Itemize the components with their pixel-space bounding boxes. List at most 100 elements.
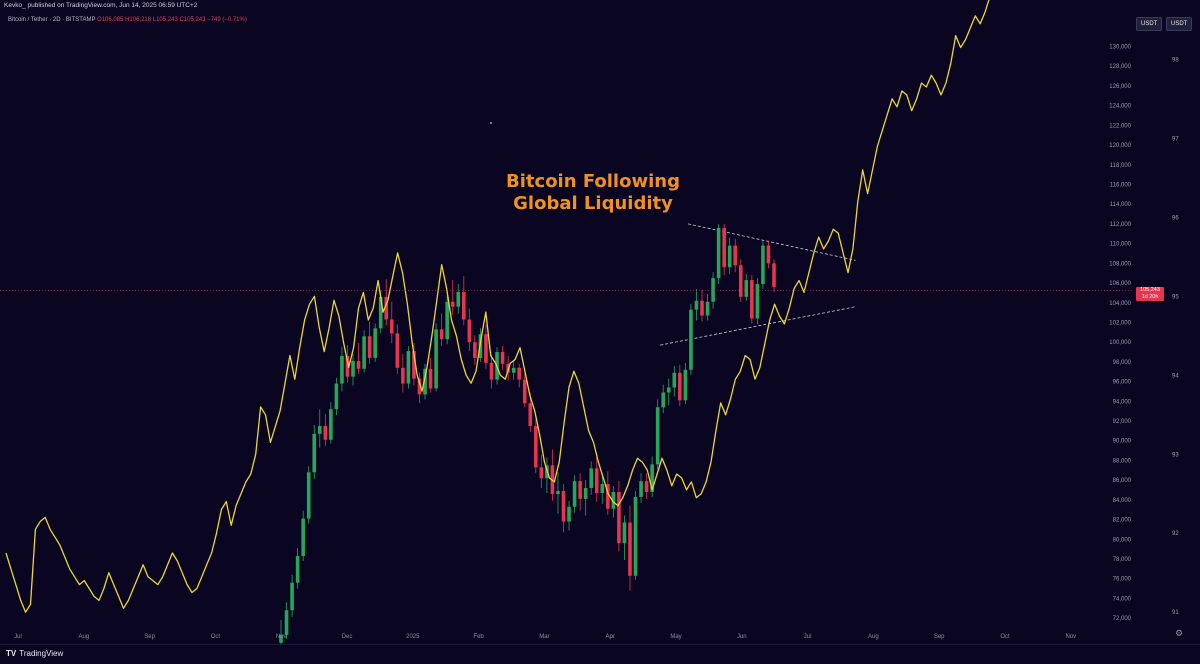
candle-body	[384, 296, 389, 320]
liquidity-tick-label: 92	[1172, 531, 1179, 537]
candle-body	[589, 468, 594, 489]
candle-body	[666, 387, 671, 393]
candle-body	[750, 280, 754, 319]
candle-body	[467, 319, 472, 343]
candle-body	[661, 392, 666, 408]
candle-body	[733, 245, 738, 266]
liquidity-tick-label: 98	[1172, 57, 1179, 63]
price-tick-label: 80,000	[1113, 537, 1132, 543]
price-tick-label: 102,000	[1109, 320, 1131, 326]
price-tick-label: 96,000	[1113, 380, 1132, 386]
x-tick-label: Jun	[737, 634, 747, 640]
last-price-countdown: 1d 20h	[1141, 293, 1159, 300]
liquidity-tick-label: 94	[1172, 373, 1179, 379]
price-tick-label: 124,000	[1109, 104, 1131, 110]
x-tick-label: Nov	[276, 634, 287, 640]
candle-body	[711, 278, 715, 302]
candle-body	[738, 265, 743, 297]
candle-body	[766, 245, 771, 264]
candle-body	[290, 582, 294, 611]
candle-body	[639, 481, 643, 497]
price-tick-label: 108,000	[1109, 261, 1131, 267]
chart-annotation: Bitcoin Following Global Liquidity	[500, 171, 686, 215]
gear-icon[interactable]: ⚙	[1175, 628, 1184, 638]
candle-body	[406, 351, 411, 384]
price-tick-label: 78,000	[1113, 557, 1132, 563]
x-tick-label: Oct	[211, 634, 221, 640]
liquidity-series-line	[5, 0, 990, 613]
candle-body	[594, 468, 599, 493]
price-tick-label: 90,000	[1113, 439, 1132, 445]
candle-body	[522, 379, 527, 404]
liquidity-tick-label: 97	[1172, 136, 1179, 142]
candle-body	[334, 383, 339, 410]
price-axis[interactable]: 130,000 128,000 126,000 124,000 122,000 120,0…	[1109, 44, 1131, 622]
candle-body	[655, 407, 660, 465]
liquidity-tick-label: 91	[1172, 610, 1179, 616]
candle-body	[284, 610, 289, 635]
candle-body	[323, 425, 328, 440]
tradingview-brand-name: TradingView	[19, 649, 64, 658]
x-tick-label: Sep	[144, 634, 155, 640]
upper-trendline	[687, 223, 856, 261]
price-tick-label: 98,000	[1113, 360, 1132, 366]
candle-body	[694, 300, 699, 310]
symbol-name[interactable]: Bitcoin / Tether · 2D · BITSTAMP	[8, 17, 96, 23]
ohlc-readout: O106,085 H106,218 L105,243 C105,243 −749…	[97, 17, 247, 23]
x-tick-label: Jul	[14, 634, 22, 640]
candle-body	[450, 301, 455, 307]
candle-body	[539, 467, 544, 479]
price-tick-label: 88,000	[1113, 458, 1132, 464]
candle-body	[716, 227, 721, 279]
stray-dot	[490, 122, 492, 124]
x-tick-label: May	[670, 634, 681, 640]
x-tick-label: Aug	[868, 634, 879, 640]
x-tick-label: Sep	[934, 634, 945, 640]
candle-body	[367, 336, 372, 358]
currency-badge-right[interactable]: USDT	[1166, 17, 1193, 31]
price-tick-label: 112,000	[1110, 222, 1132, 228]
x-tick-label: Mar	[539, 634, 549, 640]
candle-body	[700, 300, 704, 316]
price-tick-label: 118,000	[1110, 163, 1132, 169]
x-tick-label: Jul	[804, 634, 812, 640]
x-tick-label: Nov	[1065, 634, 1076, 640]
candle-body	[401, 367, 405, 384]
price-tick-label: 82,000	[1113, 518, 1132, 524]
x-tick-label: Feb	[473, 634, 484, 640]
candle-body	[351, 360, 355, 377]
x-tick-label: 2025	[406, 634, 420, 640]
candle-body	[456, 291, 461, 307]
candle-body	[428, 368, 433, 389]
candle-body	[423, 368, 427, 395]
price-tick-label: 130,000	[1109, 44, 1131, 50]
x-tick-label: Oct	[1000, 634, 1010, 640]
candle-body	[373, 328, 377, 358]
candle-body	[312, 433, 317, 473]
liquidity-axis[interactable]: 98 97 96 95 94 93 92 91	[1172, 57, 1179, 616]
time-axis[interactable]: Jul Aug Sep Oct Nov Dec 2025 Feb Mar Apr May Jun Jul…	[14, 634, 1076, 640]
candle-body	[378, 296, 383, 329]
candle-body	[340, 355, 344, 384]
last-price-value: 105,243	[1140, 286, 1160, 293]
liquidity-tick-label: 96	[1172, 215, 1179, 221]
candle-body	[628, 522, 632, 576]
currency-badge-left[interactable]: USDT	[1136, 17, 1163, 31]
candle-body	[329, 409, 333, 440]
price-tick-label: 114,000	[1110, 202, 1132, 208]
tradingview-logo[interactable]: TV TradingView	[6, 649, 63, 658]
tradingview-mark-icon: TV	[6, 649, 17, 658]
annotation-line-1: Bitcoin Following	[506, 171, 680, 192]
candle-body	[417, 378, 422, 395]
candle-body	[622, 522, 627, 544]
candle-body	[705, 301, 710, 316]
x-tick-label: Dec	[342, 634, 353, 640]
candle-body	[678, 372, 682, 401]
candle-body	[517, 367, 521, 380]
price-tick-label: 94,000	[1113, 399, 1132, 405]
candle-body	[561, 491, 566, 522]
candle-body	[489, 362, 494, 380]
candle-body	[279, 634, 283, 643]
candle-body	[528, 403, 533, 426]
